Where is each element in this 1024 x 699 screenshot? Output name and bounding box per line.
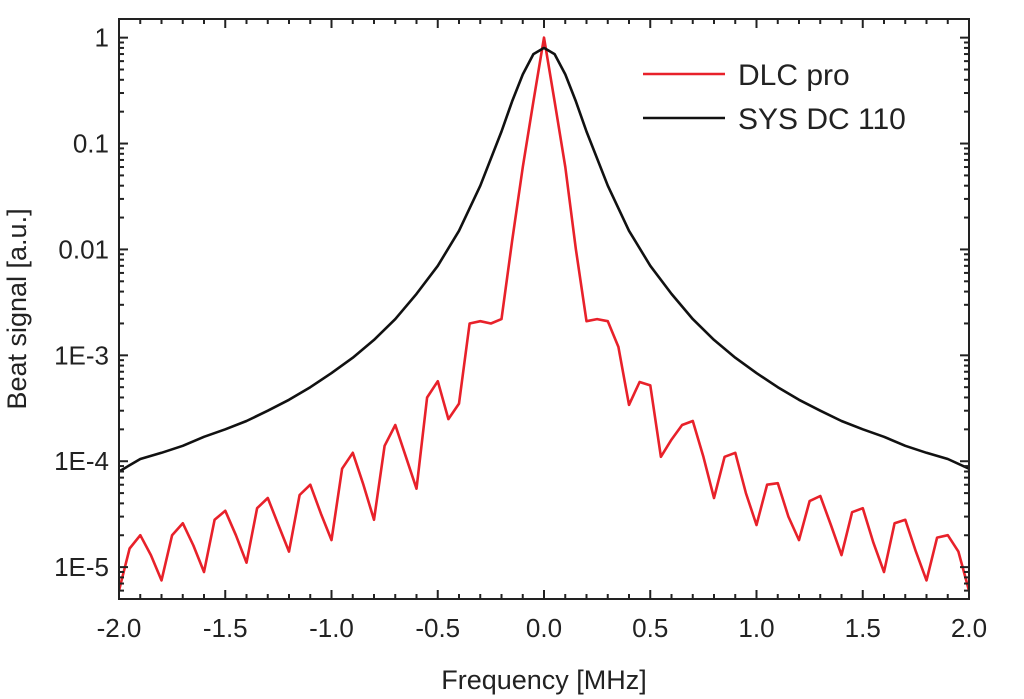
x-tick-label: -2.0: [97, 613, 142, 643]
legend-label: DLC pro: [738, 59, 850, 92]
x-axis-label: Frequency [MHz]: [441, 665, 647, 695]
x-tick-label: -0.5: [415, 613, 460, 643]
x-tick-label: 1.5: [845, 613, 881, 643]
y-tick-label: 1: [95, 23, 109, 53]
ticks-layer: -2.0 -1.5 -1.0 -0.5 0.0 0.5 1.0 1.5 2.0 1E-5 1E-4 1…: [54, 19, 987, 643]
series-line-dlc-pro: [119, 36, 969, 591]
series-layer: [119, 36, 969, 591]
y-tick-label: 0.01: [58, 234, 109, 264]
y-tick-label: 1E-3: [54, 340, 109, 370]
x-tick-label: 0.5: [632, 613, 668, 643]
x-tick-label: 0.0: [526, 613, 562, 643]
legend-label: SYS DC 110: [738, 103, 906, 136]
x-tick-label: 1.0: [738, 613, 774, 643]
legend: DLC pro SYS DC 110: [643, 59, 906, 136]
y-tick-label: 1E-4: [54, 446, 109, 476]
series-line-sys-dc-110: [119, 46, 969, 473]
x-tick-label: 2.0: [951, 613, 987, 643]
y-tick-label: 0.1: [73, 129, 109, 159]
y-axis-label: Beat signal [a.u.]: [2, 208, 32, 409]
y-tick-label: 1E-5: [54, 552, 109, 582]
x-tick-label: -1.0: [309, 613, 354, 643]
x-tick-label: -1.5: [203, 613, 248, 643]
